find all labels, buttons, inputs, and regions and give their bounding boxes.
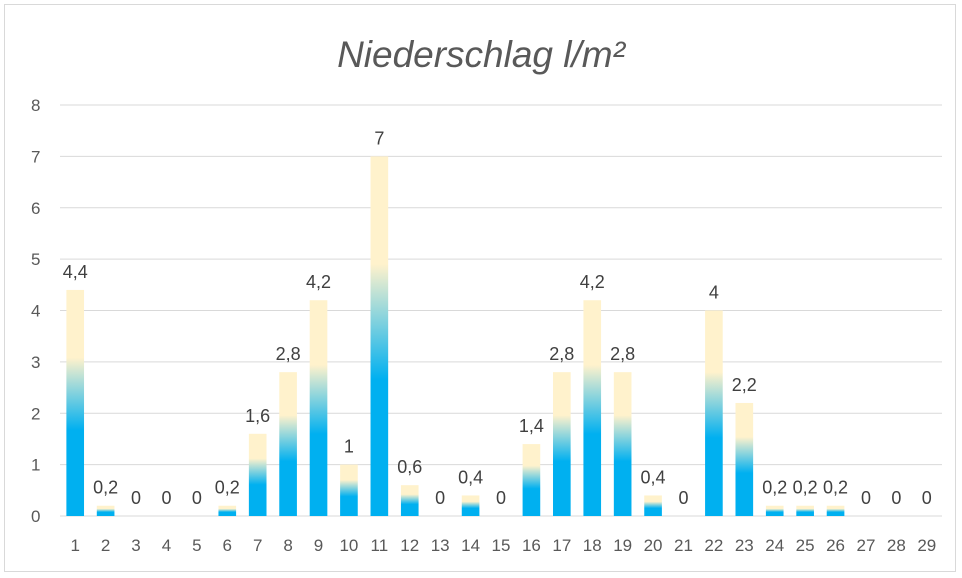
- x-tick-label: 27: [857, 536, 876, 555]
- x-tick-label: 10: [339, 536, 358, 555]
- data-label: 0,2: [793, 478, 818, 498]
- data-label: 0,4: [458, 467, 483, 487]
- data-label: 2,2: [732, 375, 757, 395]
- x-tick-label: 7: [253, 536, 262, 555]
- bar: [613, 372, 632, 516]
- bar: [522, 444, 541, 516]
- x-tick-label: 24: [765, 536, 784, 555]
- x-tick-label: 28: [887, 536, 906, 555]
- x-tick-label: 25: [796, 536, 815, 555]
- x-tick-label: 2: [101, 536, 110, 555]
- y-tick-label: 5: [31, 250, 40, 269]
- x-axis-ticks: 1 2 3 4 5 6 7 8 9 10 11 12 13 14 15 16 17 18 19 20 21 22 23 24 2…: [70, 536, 936, 555]
- data-label: 4,2: [580, 272, 605, 292]
- bar: [705, 310, 723, 516]
- x-tick-label: 20: [644, 536, 663, 555]
- y-tick-label: 8: [31, 96, 40, 115]
- x-tick-label: 6: [223, 536, 232, 555]
- data-label: 0,2: [215, 478, 240, 498]
- bar: [218, 505, 237, 516]
- x-tick-label: 21: [674, 536, 693, 555]
- bar: [735, 402, 754, 516]
- y-tick-label: 2: [31, 404, 40, 423]
- data-label: 2,8: [549, 344, 574, 364]
- data-label: 0: [678, 488, 688, 508]
- bar: [96, 505, 115, 516]
- x-tick-label: 3: [131, 536, 140, 555]
- x-tick-label: 1: [70, 536, 79, 555]
- data-label: 0: [131, 488, 141, 508]
- bar: [461, 495, 480, 516]
- bars: [66, 156, 845, 516]
- data-label: 0: [496, 488, 506, 508]
- x-tick-label: 22: [704, 536, 723, 555]
- x-tick-label: 18: [583, 536, 602, 555]
- x-tick-label: 23: [735, 536, 754, 555]
- y-tick-label: 7: [31, 147, 40, 166]
- data-label: 0: [161, 488, 171, 508]
- bar: [553, 372, 571, 516]
- x-tick-label: 19: [613, 536, 632, 555]
- data-label: 7: [374, 128, 384, 148]
- bar: [826, 505, 845, 516]
- data-label: 2,8: [610, 344, 635, 364]
- data-label: 0,4: [641, 467, 666, 487]
- data-label: 1: [344, 437, 354, 457]
- y-axis-ticks: 0 1 2 3 4 5 6 7 8: [31, 96, 40, 526]
- x-tick-label: 15: [492, 536, 511, 555]
- x-tick-label: 29: [917, 536, 936, 555]
- bar: [583, 300, 602, 516]
- bar: [248, 433, 267, 516]
- bar: [644, 495, 662, 516]
- data-label: 0,6: [397, 457, 422, 477]
- data-label: 1,6: [245, 406, 270, 426]
- bar: [765, 505, 784, 516]
- y-tick-label: 1: [31, 456, 40, 475]
- y-tick-label: 6: [31, 199, 40, 218]
- x-tick-label: 14: [461, 536, 480, 555]
- x-tick-label: 17: [552, 536, 571, 555]
- data-label: 0: [922, 488, 932, 508]
- data-label: 4,4: [63, 262, 88, 282]
- bar: [370, 156, 389, 516]
- x-tick-label: 5: [192, 536, 201, 555]
- data-label: 2,8: [276, 344, 301, 364]
- bar: [279, 372, 297, 516]
- x-tick-label: 13: [431, 536, 450, 555]
- x-tick-label: 26: [826, 536, 845, 555]
- gridlines: [60, 104, 942, 517]
- y-tick-label: 3: [31, 353, 40, 372]
- bar: [309, 300, 328, 516]
- bar: [796, 505, 814, 516]
- data-label: 0,2: [93, 478, 118, 498]
- data-labels: 4,40,20 0 00,21,62,84,2170,600,401,42,84,2…: [63, 128, 932, 508]
- data-label: 0,2: [762, 478, 787, 498]
- data-label: 0,2: [823, 478, 848, 498]
- data-label: 4,2: [306, 272, 331, 292]
- data-label: 0: [435, 488, 445, 508]
- bar: [66, 289, 85, 516]
- bar: [400, 485, 419, 516]
- data-label: 0: [891, 488, 901, 508]
- data-label: 0: [192, 488, 202, 508]
- x-tick-label: 4: [162, 536, 171, 555]
- data-label: 4: [709, 283, 719, 303]
- y-tick-label: 0: [31, 507, 40, 526]
- x-tick-label: 12: [400, 536, 419, 555]
- data-label: 0: [861, 488, 871, 508]
- x-tick-label: 9: [314, 536, 323, 555]
- x-tick-label: 11: [371, 536, 389, 555]
- x-tick-label: 16: [522, 536, 541, 555]
- chart-title: Niederschlag l/m²: [337, 34, 627, 75]
- data-label: 1,4: [519, 416, 544, 436]
- bar: [340, 464, 358, 516]
- x-tick-label: 8: [283, 536, 292, 555]
- y-tick-label: 4: [31, 302, 40, 321]
